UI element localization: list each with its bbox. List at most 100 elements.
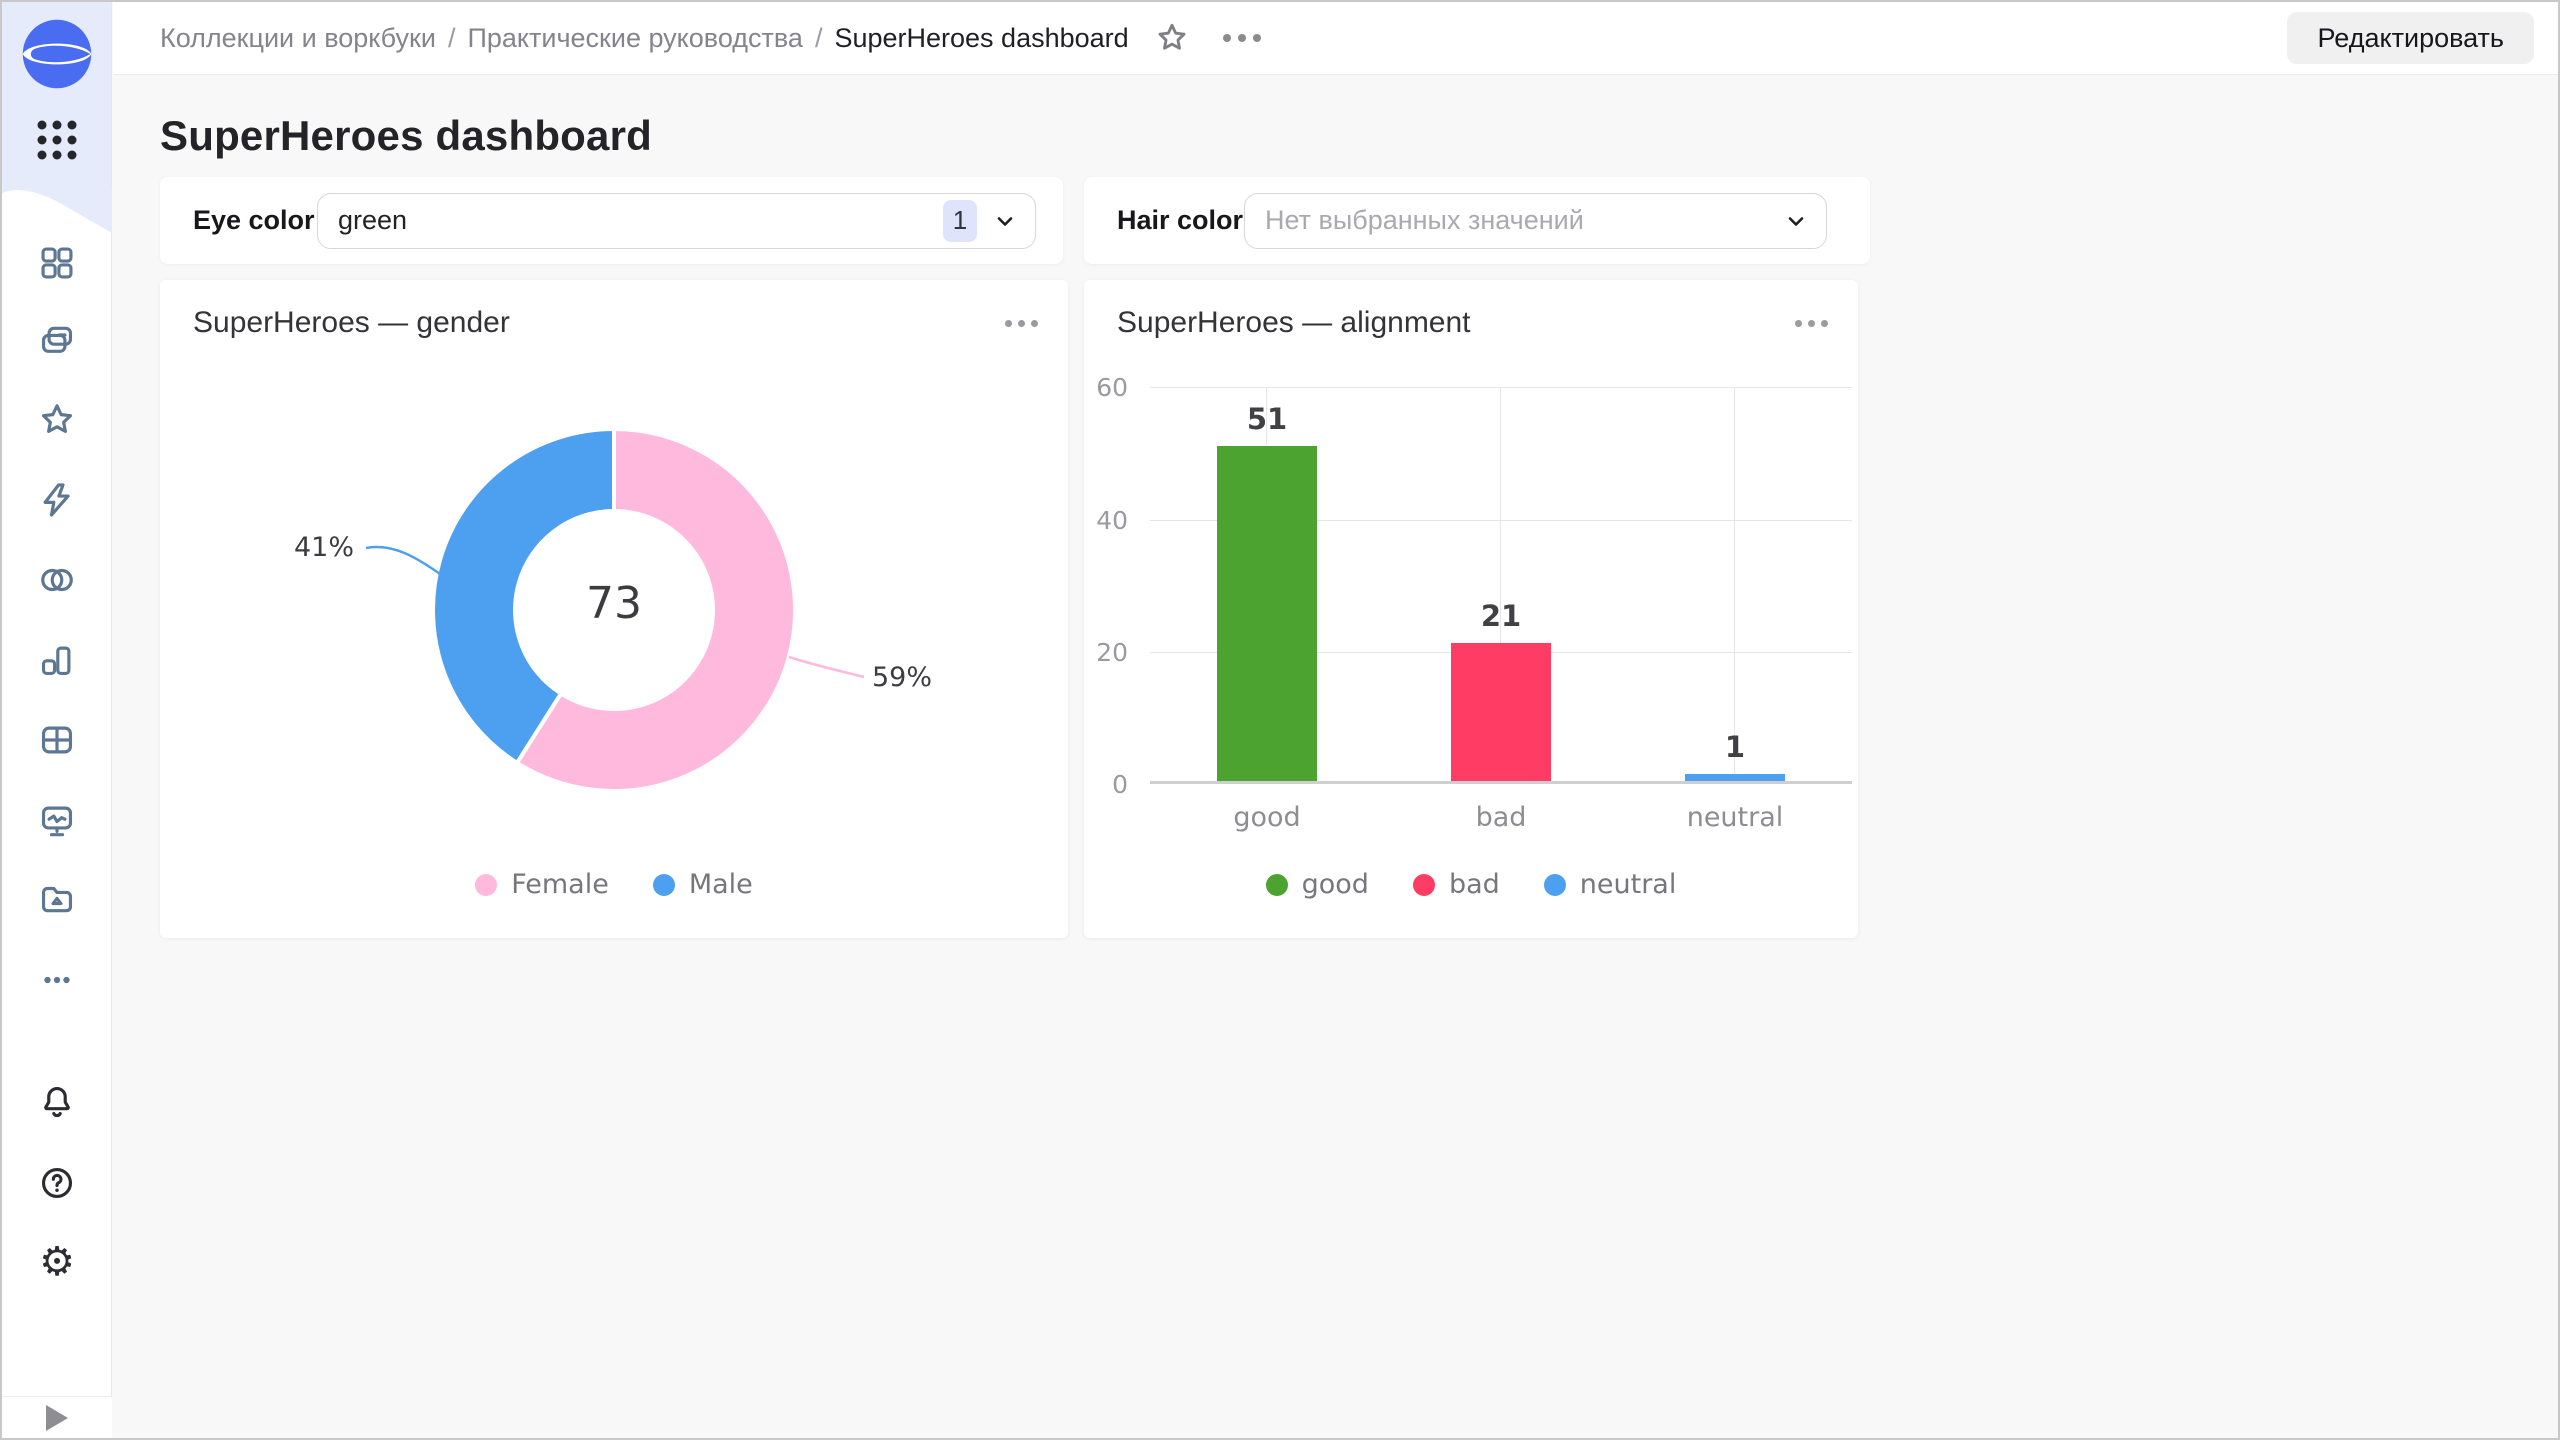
gear-icon: ⚙ (39, 1239, 75, 1285)
sidebar-item-charts[interactable] (2, 632, 112, 688)
neutral-legend-dot (1543, 873, 1566, 896)
filter-tile-eye-color: Eye color green 1 (160, 177, 1063, 264)
eye-color-select[interactable]: green 1 (317, 192, 1036, 249)
star-icon (41, 404, 73, 433)
expand-arrow-icon (46, 1404, 68, 1431)
ellipsis-icon (44, 976, 70, 984)
bar-neutral[interactable] (1685, 774, 1785, 781)
alignment-plot-area: 51 21 1 (1150, 387, 1852, 784)
gender-legend: Female Male (160, 869, 1068, 900)
top-header: Коллекции и воркбуки / Практические руко… (113, 2, 2558, 75)
chevron-down-icon (997, 216, 1013, 226)
female-legend-dot (475, 873, 498, 896)
favorite-star-icon[interactable] (1155, 21, 1189, 55)
bad-legend-dot (1412, 873, 1435, 896)
neutral-legend-label: neutral (1579, 869, 1677, 900)
male-legend-dot (652, 873, 675, 896)
category-bad: bad (1475, 802, 1527, 833)
ytick-0: 0 (1112, 770, 1128, 799)
legend-item-male[interactable]: Male (652, 869, 753, 900)
female-legend-label: Female (511, 869, 609, 900)
female-percent-label: 59% (872, 662, 933, 693)
table-icon (41, 726, 73, 754)
alignment-legend: good bad neutral (1084, 869, 1858, 900)
card-gender-chart: SuperHeroes — gender 41% 59% 73 Female M… (160, 280, 1068, 938)
breadcrumb: Коллекции и воркбуки / Практические руко… (160, 23, 1129, 54)
hair-color-select[interactable]: Нет выбранных значений (1244, 192, 1827, 249)
hair-color-placeholder: Нет выбранных значений (1265, 205, 1584, 235)
edit-button[interactable]: Редактировать (2287, 12, 2534, 64)
male-legend-label: Male (688, 869, 753, 900)
legend-item-good[interactable]: good (1265, 869, 1369, 900)
hair-color-label: Hair color (1117, 205, 1244, 235)
sidebar-item-more[interactable] (2, 952, 112, 1008)
breadcrumb-separator: / (814, 22, 823, 53)
folder-icon (41, 886, 73, 913)
good-legend-label: good (1301, 869, 1369, 900)
sidebar-item-favorites[interactable] (2, 392, 112, 448)
legend-item-bad[interactable]: bad (1412, 869, 1500, 900)
grid-squares-icon (41, 247, 73, 279)
donut-slice-male[interactable] (431, 426, 616, 766)
breadcrumb-guides[interactable]: Практические руководства (467, 22, 803, 53)
monitor-pulse-icon (41, 806, 73, 837)
filter-tile-hair-color: Hair color Нет выбранных значений (1084, 177, 1870, 264)
bad-legend-label: bad (1448, 869, 1500, 900)
collections-icon (41, 326, 73, 353)
male-leader-line (365, 545, 441, 576)
alignment-chart-menu-button[interactable] (1795, 320, 1828, 327)
category-good: good (1233, 802, 1301, 833)
header-more-button[interactable] (1222, 34, 1261, 42)
breadcrumb-collections[interactable]: Коллекции и воркбуки (160, 22, 436, 53)
gender-chart-menu-button[interactable] (1005, 320, 1038, 327)
bar-value-neutral: 1 (1724, 730, 1746, 765)
legend-item-female[interactable]: Female (475, 869, 609, 900)
sidebar-item-dashboards[interactable] (2, 792, 112, 848)
sidebar-item-dashboards-grid[interactable] (2, 235, 112, 291)
ytick-20: 20 (1096, 638, 1128, 667)
sidebar-expand-button[interactable] (2, 1396, 112, 1438)
legend-item-neutral[interactable]: neutral (1543, 869, 1677, 900)
question-circle-icon (41, 1167, 73, 1199)
sidebar-item-connections[interactable] (2, 552, 112, 608)
sidebar-item-settings[interactable]: ⚙ (2, 1234, 112, 1290)
female-leader-line (788, 655, 865, 679)
datalens-logo[interactable] (20, 17, 94, 91)
gender-chart-title: SuperHeroes — gender (193, 306, 510, 339)
bar-good[interactable] (1217, 446, 1317, 781)
donut-center-total: 73 (586, 578, 642, 629)
dashboard-content: SuperHeroes dashboard Eye color green 1 … (113, 75, 2558, 1438)
male-percent-label: 41% (293, 532, 354, 563)
sidebar-item-editor[interactable] (2, 472, 112, 528)
bar-bad[interactable] (1451, 643, 1551, 781)
card-alignment-chart: SuperHeroes — alignment 60 40 20 0 51 21… (1084, 280, 1858, 938)
ytick-60: 60 (1096, 373, 1128, 402)
sidebar-wave (2, 187, 112, 233)
category-neutral: neutral (1686, 802, 1784, 833)
donut-slice-female[interactable] (514, 426, 797, 793)
page-title: SuperHeroes dashboard (160, 112, 652, 159)
breadcrumb-current: SuperHeroes dashboard (834, 22, 1129, 53)
gender-donut-chart (365, 426, 865, 793)
sidebar-item-tables[interactable] (2, 712, 112, 768)
sidebar-item-storage[interactable] (2, 870, 112, 926)
sidebar-item-help[interactable] (2, 1155, 112, 1211)
eye-color-count-badge: 1 (943, 199, 977, 242)
apps-grid-icon[interactable] (35, 118, 79, 162)
chevron-down-icon (1788, 216, 1804, 226)
good-legend-dot (1265, 873, 1288, 896)
bar-value-bad: 21 (1480, 599, 1522, 634)
eye-color-label: Eye color (193, 205, 315, 235)
bar-chart-icon (41, 646, 71, 676)
two-circles-icon (41, 568, 73, 592)
lightning-icon (43, 483, 70, 517)
sidebar-item-collections[interactable] (2, 313, 112, 369)
ytick-40: 40 (1096, 506, 1128, 535)
eye-color-value: green (338, 205, 408, 235)
bar-value-good: 51 (1246, 402, 1288, 437)
bell-icon (44, 1086, 70, 1118)
sidebar: ⚙ (2, 2, 112, 1438)
sidebar-item-notifications[interactable] (2, 1074, 112, 1130)
breadcrumb-separator: / (447, 22, 456, 53)
